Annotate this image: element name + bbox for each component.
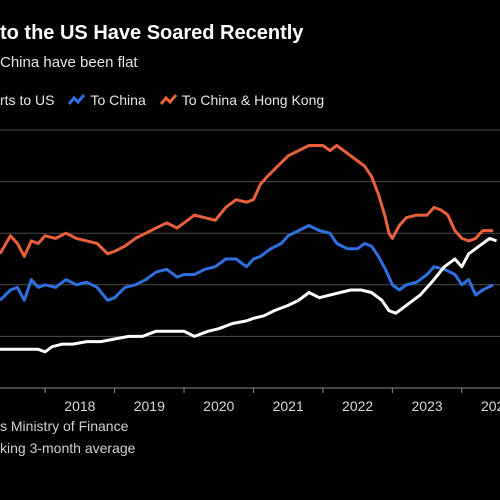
x-tick-label: 2022 — [342, 398, 373, 414]
chart-subtitle: China have been flat — [0, 54, 138, 71]
series-line-1 — [0, 224, 494, 302]
x-tick-label: 2024 — [481, 398, 500, 414]
x-tick-label: 2020 — [203, 398, 234, 414]
legend-label-to-china: To China — [90, 92, 146, 108]
x-tick-label: 2023 — [412, 398, 443, 414]
grid-lines — [0, 129, 500, 389]
chart-title: to the US Have Soared Recently — [0, 22, 304, 44]
chart-legend: rts to US To China To China & Hong Kong — [0, 90, 338, 110]
legend-zigzag-orange-icon — [159, 94, 177, 105]
legend-item-exports-to-us: rts to US — [0, 92, 54, 108]
x-tick-label: 2021 — [273, 398, 304, 414]
x-tick-label: 2018 — [64, 398, 95, 414]
series-line-2 — [0, 236, 498, 354]
x-axis-ticks: 2018 2019 2020 2021 2022 2023 2024 — [44, 388, 500, 414]
source-note: s Ministry of Finance — [0, 418, 129, 434]
legend-item-to-china-hk: To China & Hong Kong — [159, 92, 325, 108]
x-tick-label: 2019 — [134, 398, 165, 414]
legend-label-to-china-hk: To China & Hong Kong — [181, 92, 325, 108]
legend-item-to-china: To China — [68, 92, 146, 108]
method-note: king 3-month average — [0, 440, 136, 456]
legend-zigzag-blue-icon — [68, 94, 86, 105]
legend-label-exports-to-us: rts to US — [0, 92, 55, 108]
series-line-0 — [0, 144, 494, 258]
series-lines — [0, 144, 498, 354]
